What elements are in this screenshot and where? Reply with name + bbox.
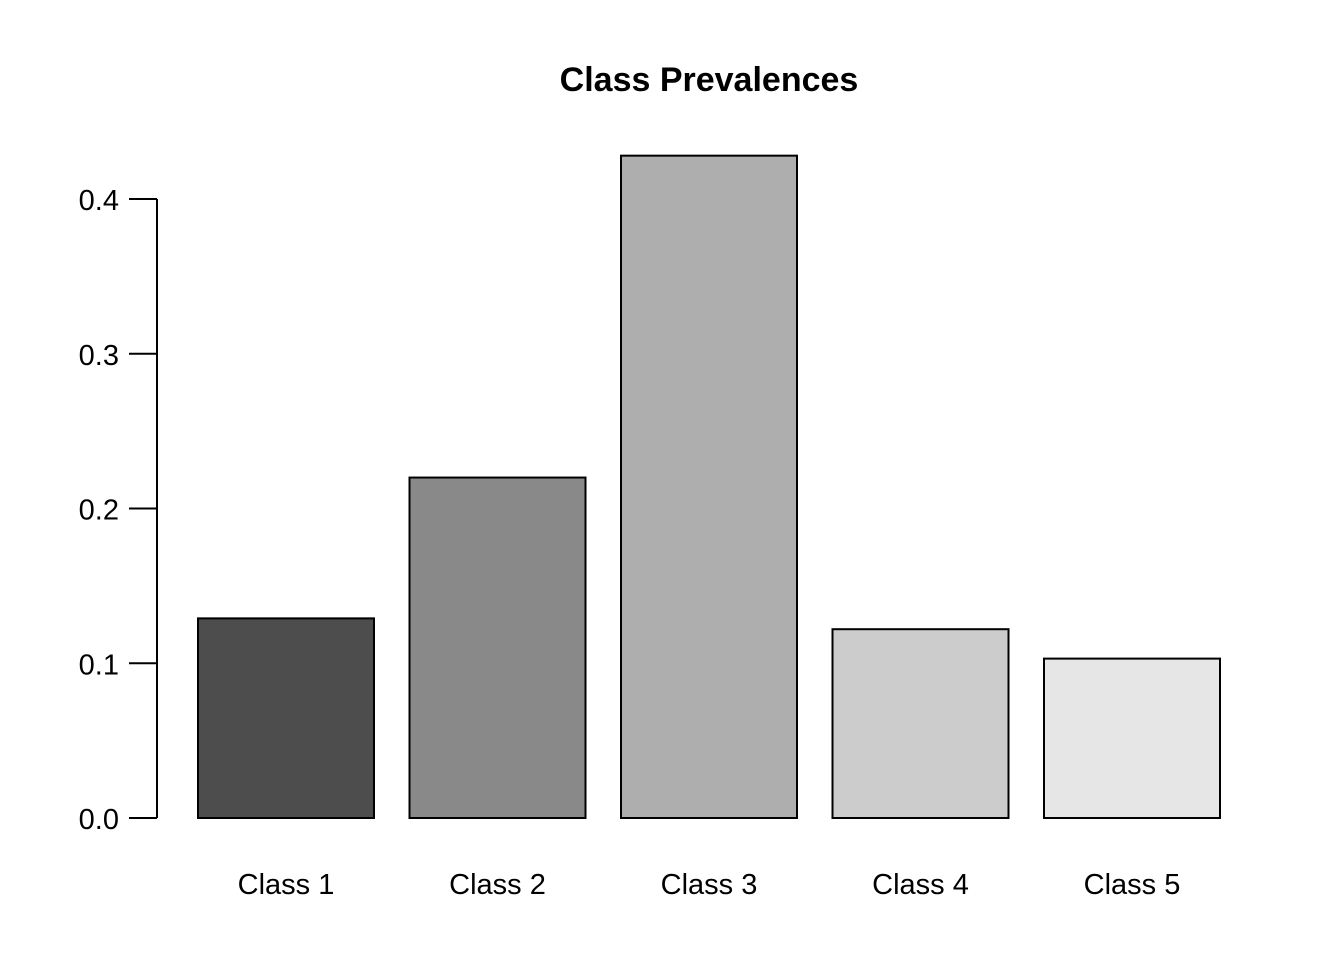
x-category-label: Class 5 (1084, 869, 1181, 901)
chart-title: Class Prevalences (560, 61, 859, 99)
bar-class-5 (1043, 657, 1221, 819)
y-axis: 0.0 0.1 0.2 0.3 0.4 (79, 185, 158, 836)
y-tick-label: 0.1 (79, 649, 119, 681)
y-tick-label: 0.0 (79, 804, 119, 836)
bars-group (197, 154, 1221, 820)
x-axis-labels: Class 1 Class 2 Class 3 Class 4 Class 5 (238, 869, 1181, 901)
bar-class-2 (408, 476, 587, 819)
x-category-label: Class 3 (661, 869, 758, 901)
bar-class-3 (620, 154, 798, 820)
x-category-label: Class 4 (872, 869, 969, 901)
y-tick-label: 0.2 (79, 495, 119, 527)
y-tick-label: 0.3 (79, 340, 119, 372)
x-category-label: Class 1 (238, 869, 335, 901)
y-tick-label: 0.4 (79, 185, 119, 217)
bar-class-1 (197, 617, 375, 819)
x-category-label: Class 2 (449, 869, 546, 901)
bar-class-4 (831, 628, 1010, 820)
